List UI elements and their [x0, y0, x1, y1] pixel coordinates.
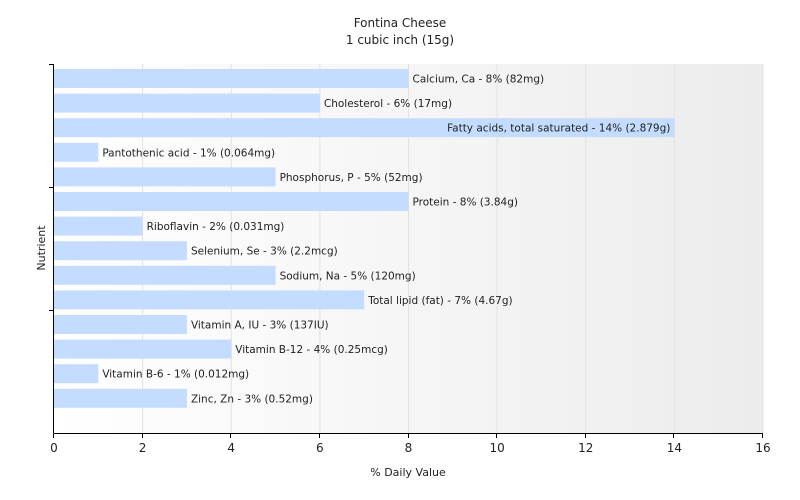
- bar-label: Protein - 8% (3.84g): [413, 197, 519, 209]
- bar-label: Cholesterol - 6% (17mg): [324, 98, 452, 110]
- bar-label: Selenium, Se - 3% (2.2mcg): [191, 246, 338, 258]
- x-tick-label: 16: [755, 441, 770, 455]
- bar-label: Vitamin B-6 - 1% (0.012mg): [102, 369, 249, 381]
- bar-label: Total lipid (fat) - 7% (4.67g): [367, 295, 512, 307]
- x-tick-label: 14: [667, 441, 682, 455]
- x-tick-label: 10: [489, 441, 504, 455]
- bar: [54, 364, 99, 384]
- bar: [54, 69, 409, 88]
- bar-label: Phosphorus, P - 5% (52mg): [280, 172, 423, 184]
- bar: [54, 315, 187, 334]
- bar-label: Riboflavin - 2% (0.031mg): [147, 221, 285, 233]
- bar-label: Calcium, Ca - 8% (82mg): [413, 74, 545, 86]
- chart-subtitle: 1 cubic inch (15g): [346, 33, 454, 47]
- x-tick-label: 12: [578, 441, 593, 455]
- bar-label: Vitamin B-12 - 4% (0.25mcg): [235, 344, 388, 356]
- axes: 0 2 4 6 8 10 12 14 16: [49, 64, 771, 455]
- bar-label: Zinc, Zn - 3% (0.52mg): [191, 393, 313, 405]
- bar: [54, 290, 365, 310]
- bar: [54, 192, 409, 211]
- chart-title: Fontina Cheese: [354, 16, 447, 30]
- x-tick-label: 6: [316, 441, 324, 455]
- y-axis-label: Nutrient: [35, 225, 48, 271]
- bar-label: Fatty acids, total saturated - 14% (2.87…: [447, 123, 670, 135]
- bar-label: Sodium, Na - 5% (120mg): [280, 270, 416, 282]
- x-axis-label: % Daily Value: [370, 466, 446, 479]
- bar: [54, 142, 99, 162]
- bar: [54, 118, 675, 138]
- bar: [54, 241, 187, 261]
- bars: Calcium, Ca - 8% (82mg) Cholesterol - 6% …: [54, 69, 675, 408]
- bar: [54, 265, 276, 285]
- x-tick-label: 4: [227, 441, 235, 455]
- bar-label: Vitamin A, IU - 3% (137IU): [191, 320, 329, 332]
- x-tick-label: 8: [405, 441, 413, 455]
- bar: [54, 93, 320, 113]
- bar: [54, 388, 187, 408]
- bar: [54, 339, 232, 359]
- bar-label: Pantothenic acid - 1% (0.064mg): [102, 147, 275, 159]
- x-tick-label: 2: [139, 441, 147, 455]
- bar: [54, 167, 276, 187]
- x-tick-label: 0: [50, 441, 58, 455]
- bar: [54, 216, 143, 236]
